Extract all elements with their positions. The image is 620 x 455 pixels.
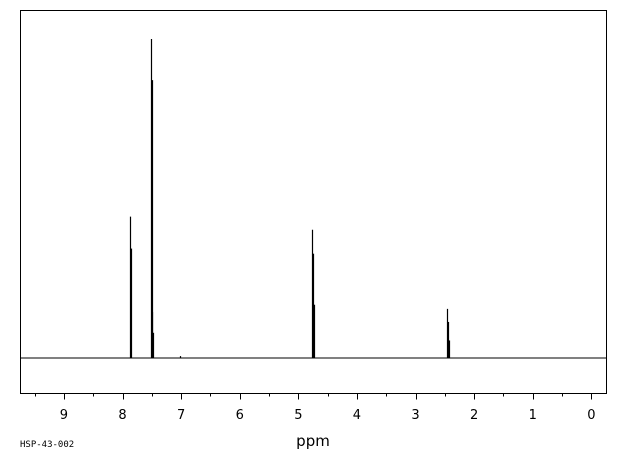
peak-group xyxy=(129,39,451,358)
x-tick-label: 3 xyxy=(411,408,419,423)
x-axis-title: ppm xyxy=(296,432,330,450)
x-tick-label: 7 xyxy=(177,408,185,423)
x-tick-label: 5 xyxy=(294,408,302,423)
x-tick-label: 8 xyxy=(118,408,126,423)
x-axis-tick-labels: 9 8 7 6 5 4 3 2 1 0 xyxy=(60,408,596,423)
x-tick-label: 0 xyxy=(587,408,595,423)
x-tick-label: 6 xyxy=(236,408,244,423)
x-tick-label: 1 xyxy=(529,408,537,423)
x-tick-label: 9 xyxy=(60,408,68,423)
x-axis-ticks xyxy=(35,393,592,400)
x-tick-label: 4 xyxy=(353,408,361,423)
sample-id-label: HSP-43-002 xyxy=(20,440,74,450)
x-tick-label: 2 xyxy=(470,408,478,423)
